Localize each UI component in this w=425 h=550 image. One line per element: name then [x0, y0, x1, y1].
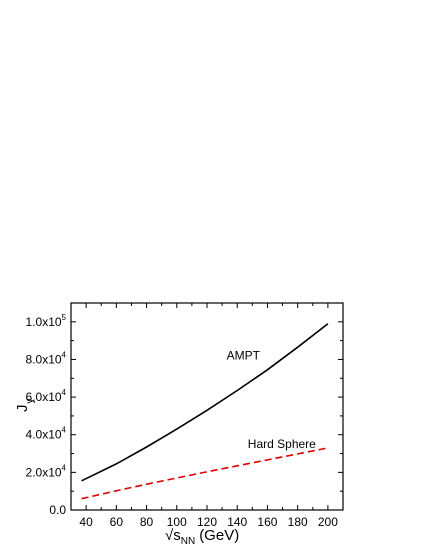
series-annotation: AMPT — [227, 348, 261, 362]
series-layer — [81, 323, 329, 500]
series-line-ampt — [81, 323, 329, 482]
y-tick-label: 6.0x104 — [26, 388, 67, 404]
x-tick-label: 120 — [197, 515, 217, 529]
x-axis-title: √sNN (GeV) — [165, 527, 239, 547]
y-tick-label: 4.0x104 — [26, 426, 67, 442]
annotations: AMPT Hard Sphere — [227, 348, 317, 450]
y-tick-label: 2.0x104 — [26, 463, 67, 479]
y-tick-label: 8.0x104 — [26, 350, 67, 366]
x-axis: 40 60 80 100 120 140 160 180 200 — [79, 303, 338, 529]
x-tick-label: 60 — [110, 515, 124, 529]
series-annotation: Hard Sphere — [248, 437, 316, 451]
plot-frame — [70, 302, 344, 511]
x-tick-label: 180 — [288, 515, 308, 529]
x-tick-label: 100 — [167, 515, 187, 529]
y-axis: 0.0 2.0x104 4.0x104 6.0x104 8.0x104 1.0x105 — [26, 313, 343, 517]
x-tick-label: 40 — [79, 515, 93, 529]
series-line-hard-sphere — [81, 447, 329, 500]
y-tick-label: 1.0x105 — [26, 313, 67, 329]
x-tick-label: 160 — [257, 515, 277, 529]
plot-border — [70, 302, 344, 511]
x-tick-label: 80 — [140, 515, 154, 529]
x-tick-label: 140 — [227, 515, 247, 529]
y-axis-title: Jy — [14, 399, 36, 413]
y-tick-label: 0.0 — [49, 503, 66, 517]
x-tick-label: 200 — [318, 515, 338, 529]
